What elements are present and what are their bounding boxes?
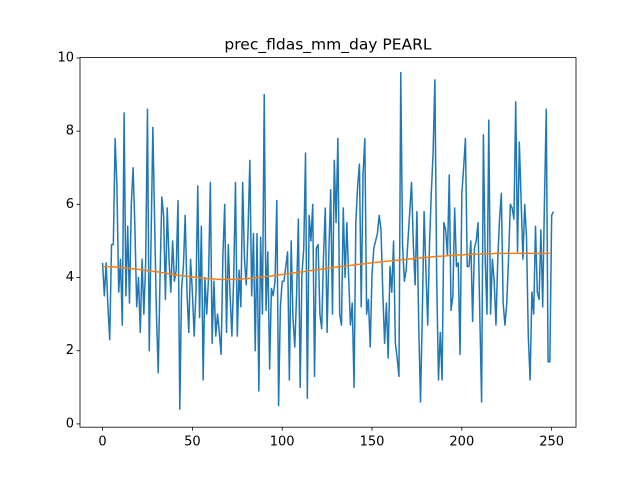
y-tick-label: 4 — [66, 270, 74, 285]
plot-frame — [79, 57, 577, 428]
y-tick-label: 2 — [66, 343, 74, 358]
x-tick-label: 50 — [184, 435, 201, 450]
chart-title: prec_fldas_mm_day PEARL — [224, 36, 432, 55]
x-tick-label: 100 — [270, 435, 295, 450]
data-line — [101, 71, 555, 411]
y-tick-label: 6 — [66, 197, 74, 212]
x-tick-label: 200 — [449, 435, 474, 450]
y-tick-label: 8 — [66, 124, 74, 139]
x-tick-label: 250 — [539, 435, 564, 450]
x-tick-label: 0 — [98, 435, 106, 450]
y-tick-label: 0 — [66, 416, 74, 431]
data-line — [102, 252, 550, 281]
y-tick-label: 10 — [57, 50, 74, 65]
x-tick-label: 150 — [360, 435, 385, 450]
